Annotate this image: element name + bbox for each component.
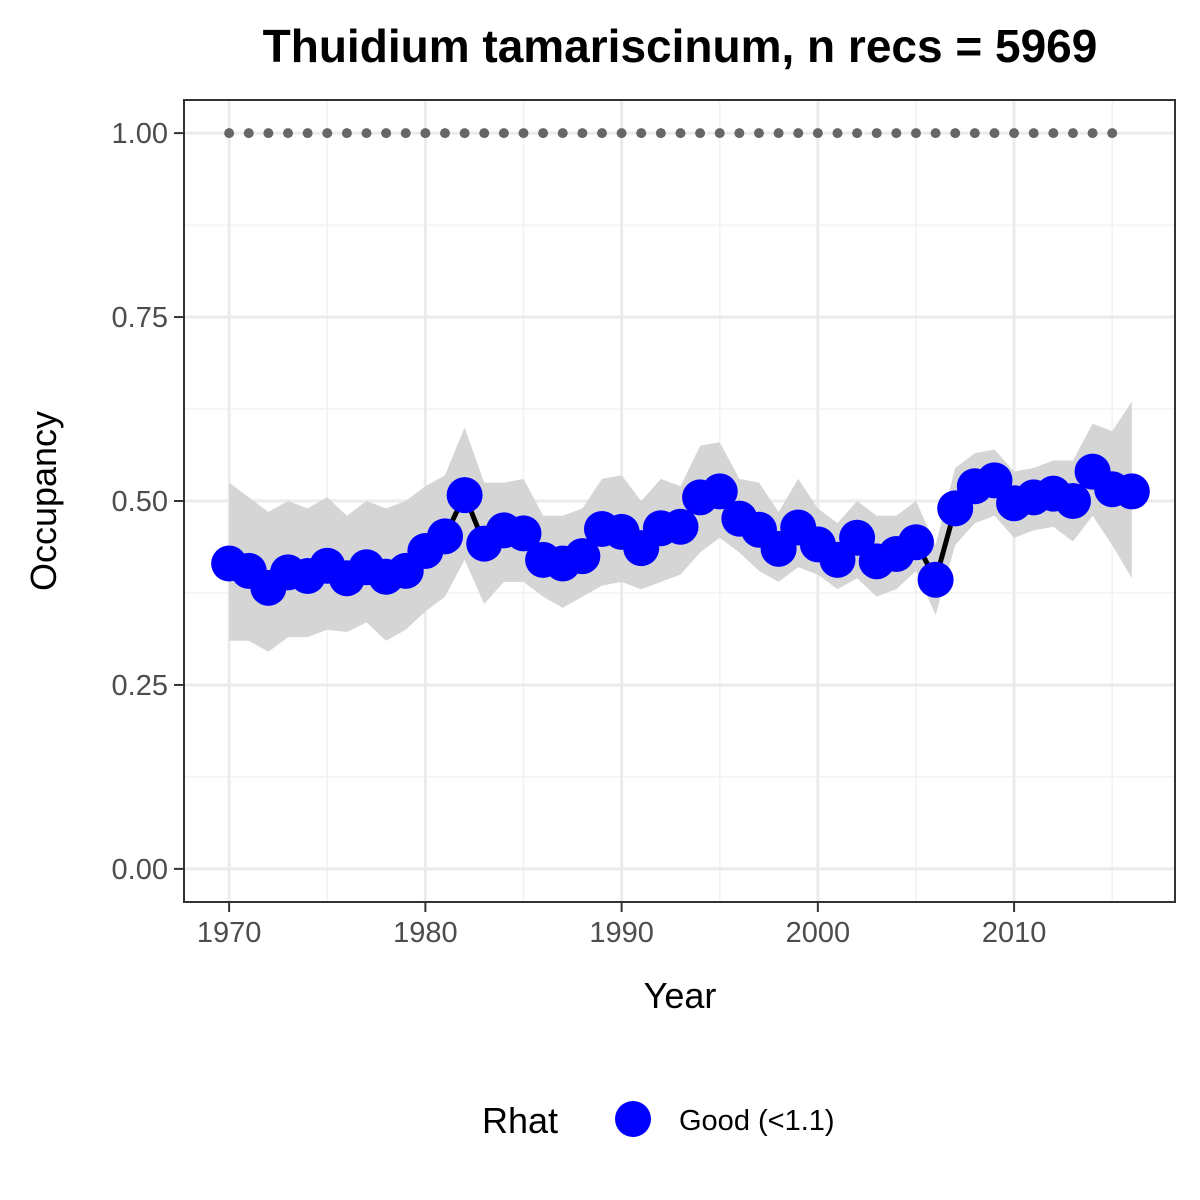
reference-point	[753, 128, 764, 139]
x-tick-label: 1970	[197, 917, 262, 949]
y-tick-label: 0.75	[112, 302, 168, 334]
reference-point	[498, 128, 509, 139]
reference-point	[1087, 128, 1098, 139]
data-points-layer	[211, 453, 1150, 606]
data-point	[701, 473, 738, 510]
x-tick-label: 2000	[786, 917, 851, 949]
reference-point	[459, 128, 470, 139]
y-tick-label: 0.00	[112, 854, 168, 886]
data-point	[446, 477, 483, 514]
legend-label: Good (<1.1)	[679, 1105, 835, 1137]
reference-point	[871, 128, 882, 139]
reference-point	[243, 128, 254, 139]
reference-point	[1028, 128, 1039, 139]
x-tick-label: 1980	[393, 917, 458, 949]
reference-point	[773, 128, 784, 139]
reference-point	[361, 128, 372, 139]
legend: Rhat Good (<1.1)	[482, 1100, 835, 1141]
data-point	[839, 519, 876, 556]
data-point	[662, 508, 699, 545]
reference-point	[734, 128, 745, 139]
reference-point	[322, 128, 333, 139]
reference-point	[1107, 128, 1118, 139]
reference-point	[910, 128, 921, 139]
reference-point	[616, 128, 627, 139]
reference-point	[714, 128, 725, 139]
reference-point	[263, 128, 274, 139]
reference-point	[283, 128, 294, 139]
data-point	[1113, 473, 1150, 510]
reference-point	[439, 128, 450, 139]
legend-marker	[615, 1101, 651, 1137]
reference-point	[400, 128, 411, 139]
reference-point	[224, 128, 235, 139]
reference-point	[557, 128, 568, 139]
reference-point	[655, 128, 666, 139]
x-axis-ticks: 1970 1980 1990 2000 2010	[197, 902, 1046, 949]
reference-point	[1009, 128, 1020, 139]
reference-point	[1048, 128, 1059, 139]
reference-point	[596, 128, 607, 139]
reference-point	[577, 128, 588, 139]
reference-point	[989, 128, 1000, 139]
y-axis-title: Occupancy	[23, 411, 64, 591]
reference-point	[302, 128, 313, 139]
reference-point	[812, 128, 823, 139]
data-point	[917, 561, 954, 598]
reference-point	[381, 128, 392, 139]
reference-point	[636, 128, 647, 139]
reference-point	[341, 128, 352, 139]
y-axis-ticks: 0.00 0.25 0.50 0.75 1.00	[112, 118, 184, 886]
reference-point	[969, 128, 980, 139]
x-axis-title: Year	[644, 975, 717, 1016]
reference-point	[950, 128, 961, 139]
data-point	[564, 538, 601, 575]
reference-point	[930, 128, 941, 139]
reference-point	[1067, 128, 1078, 139]
reference-point	[852, 128, 863, 139]
data-point	[1054, 483, 1091, 519]
reference-point	[891, 128, 902, 139]
reference-point	[695, 128, 706, 139]
reference-point	[420, 128, 431, 139]
reference-point	[793, 128, 804, 139]
chart-title: Thuidium tamariscinum, n recs = 5969	[263, 20, 1098, 72]
data-point	[505, 515, 542, 552]
x-tick-label: 1990	[589, 917, 654, 949]
reference-point	[518, 128, 529, 139]
x-tick-label: 2010	[982, 917, 1047, 949]
legend-title: Rhat	[482, 1100, 558, 1141]
reference-point	[675, 128, 686, 139]
data-point	[897, 524, 934, 561]
reference-point	[832, 128, 843, 139]
data-point	[426, 518, 463, 555]
y-tick-label: 0.50	[112, 486, 168, 518]
y-tick-label: 0.25	[112, 670, 168, 702]
y-tick-label: 1.00	[112, 118, 168, 150]
reference-point	[538, 128, 549, 139]
reference-point	[479, 128, 490, 139]
reference-points-layer	[224, 128, 1118, 139]
